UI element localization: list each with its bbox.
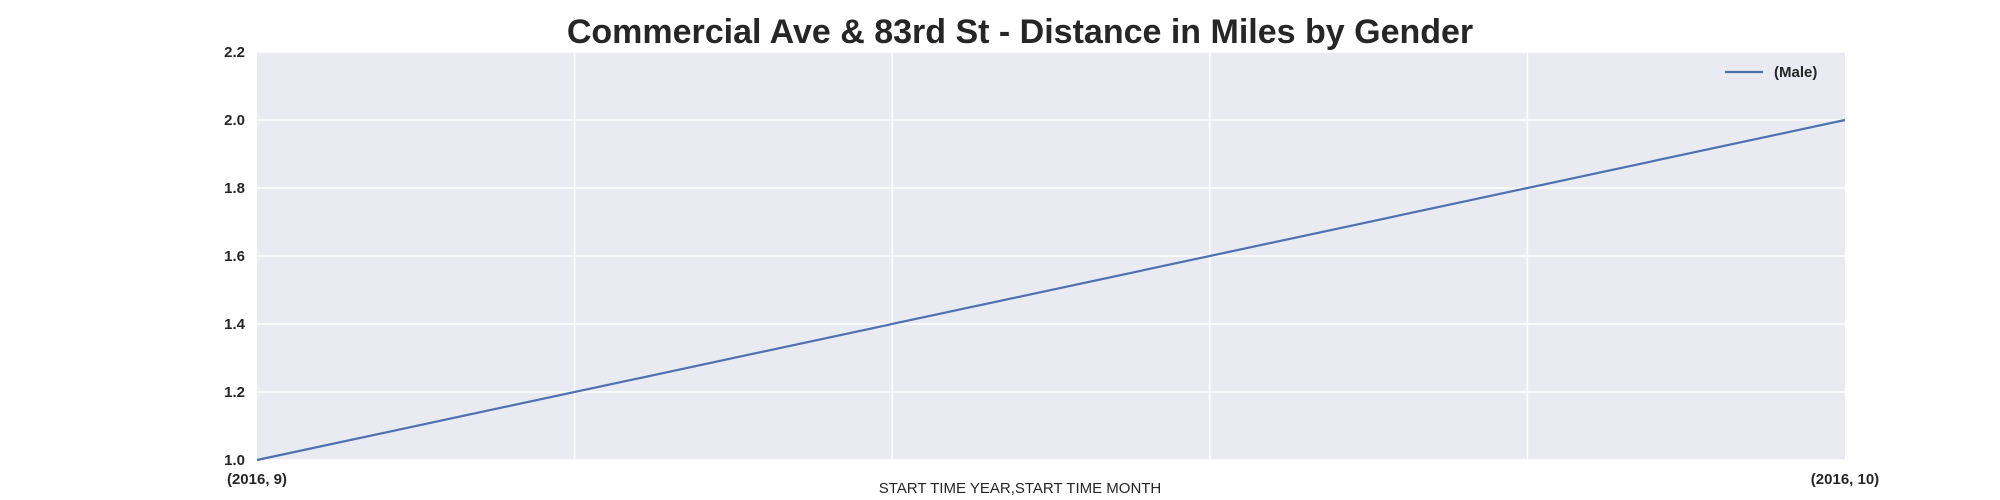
x-tick-label: (2016, 9) xyxy=(227,471,287,488)
y-tick-label: 1.2 xyxy=(224,384,245,401)
chart-title: Commercial Ave & 83rd St - Distance in M… xyxy=(567,13,1473,51)
y-tick-label: 1.8 xyxy=(224,180,245,197)
y-tick-label: 1.0 xyxy=(224,452,245,469)
series-line-male xyxy=(256,118,1846,462)
x-axis-ticks: (2016, 9) (2016, 10) xyxy=(227,471,1879,488)
y-tick-label: 1.4 xyxy=(224,316,246,333)
legend: (Male) xyxy=(1725,64,1817,81)
x-tick-label: (2016, 10) xyxy=(1811,471,1879,488)
y-tick-label: 2.0 xyxy=(224,112,245,129)
y-axis-ticks: 1.0 1.2 1.4 1.6 1.8 2.0 2.2 xyxy=(224,44,246,469)
series-layer xyxy=(256,118,1846,462)
y-tick-label: 2.2 xyxy=(224,44,245,61)
horizontal-gridlines xyxy=(257,51,1845,461)
x-axis-label: START TIME YEAR,START TIME MONTH xyxy=(879,480,1162,497)
y-tick-label: 1.6 xyxy=(224,248,245,265)
legend-label-male: (Male) xyxy=(1774,64,1817,81)
